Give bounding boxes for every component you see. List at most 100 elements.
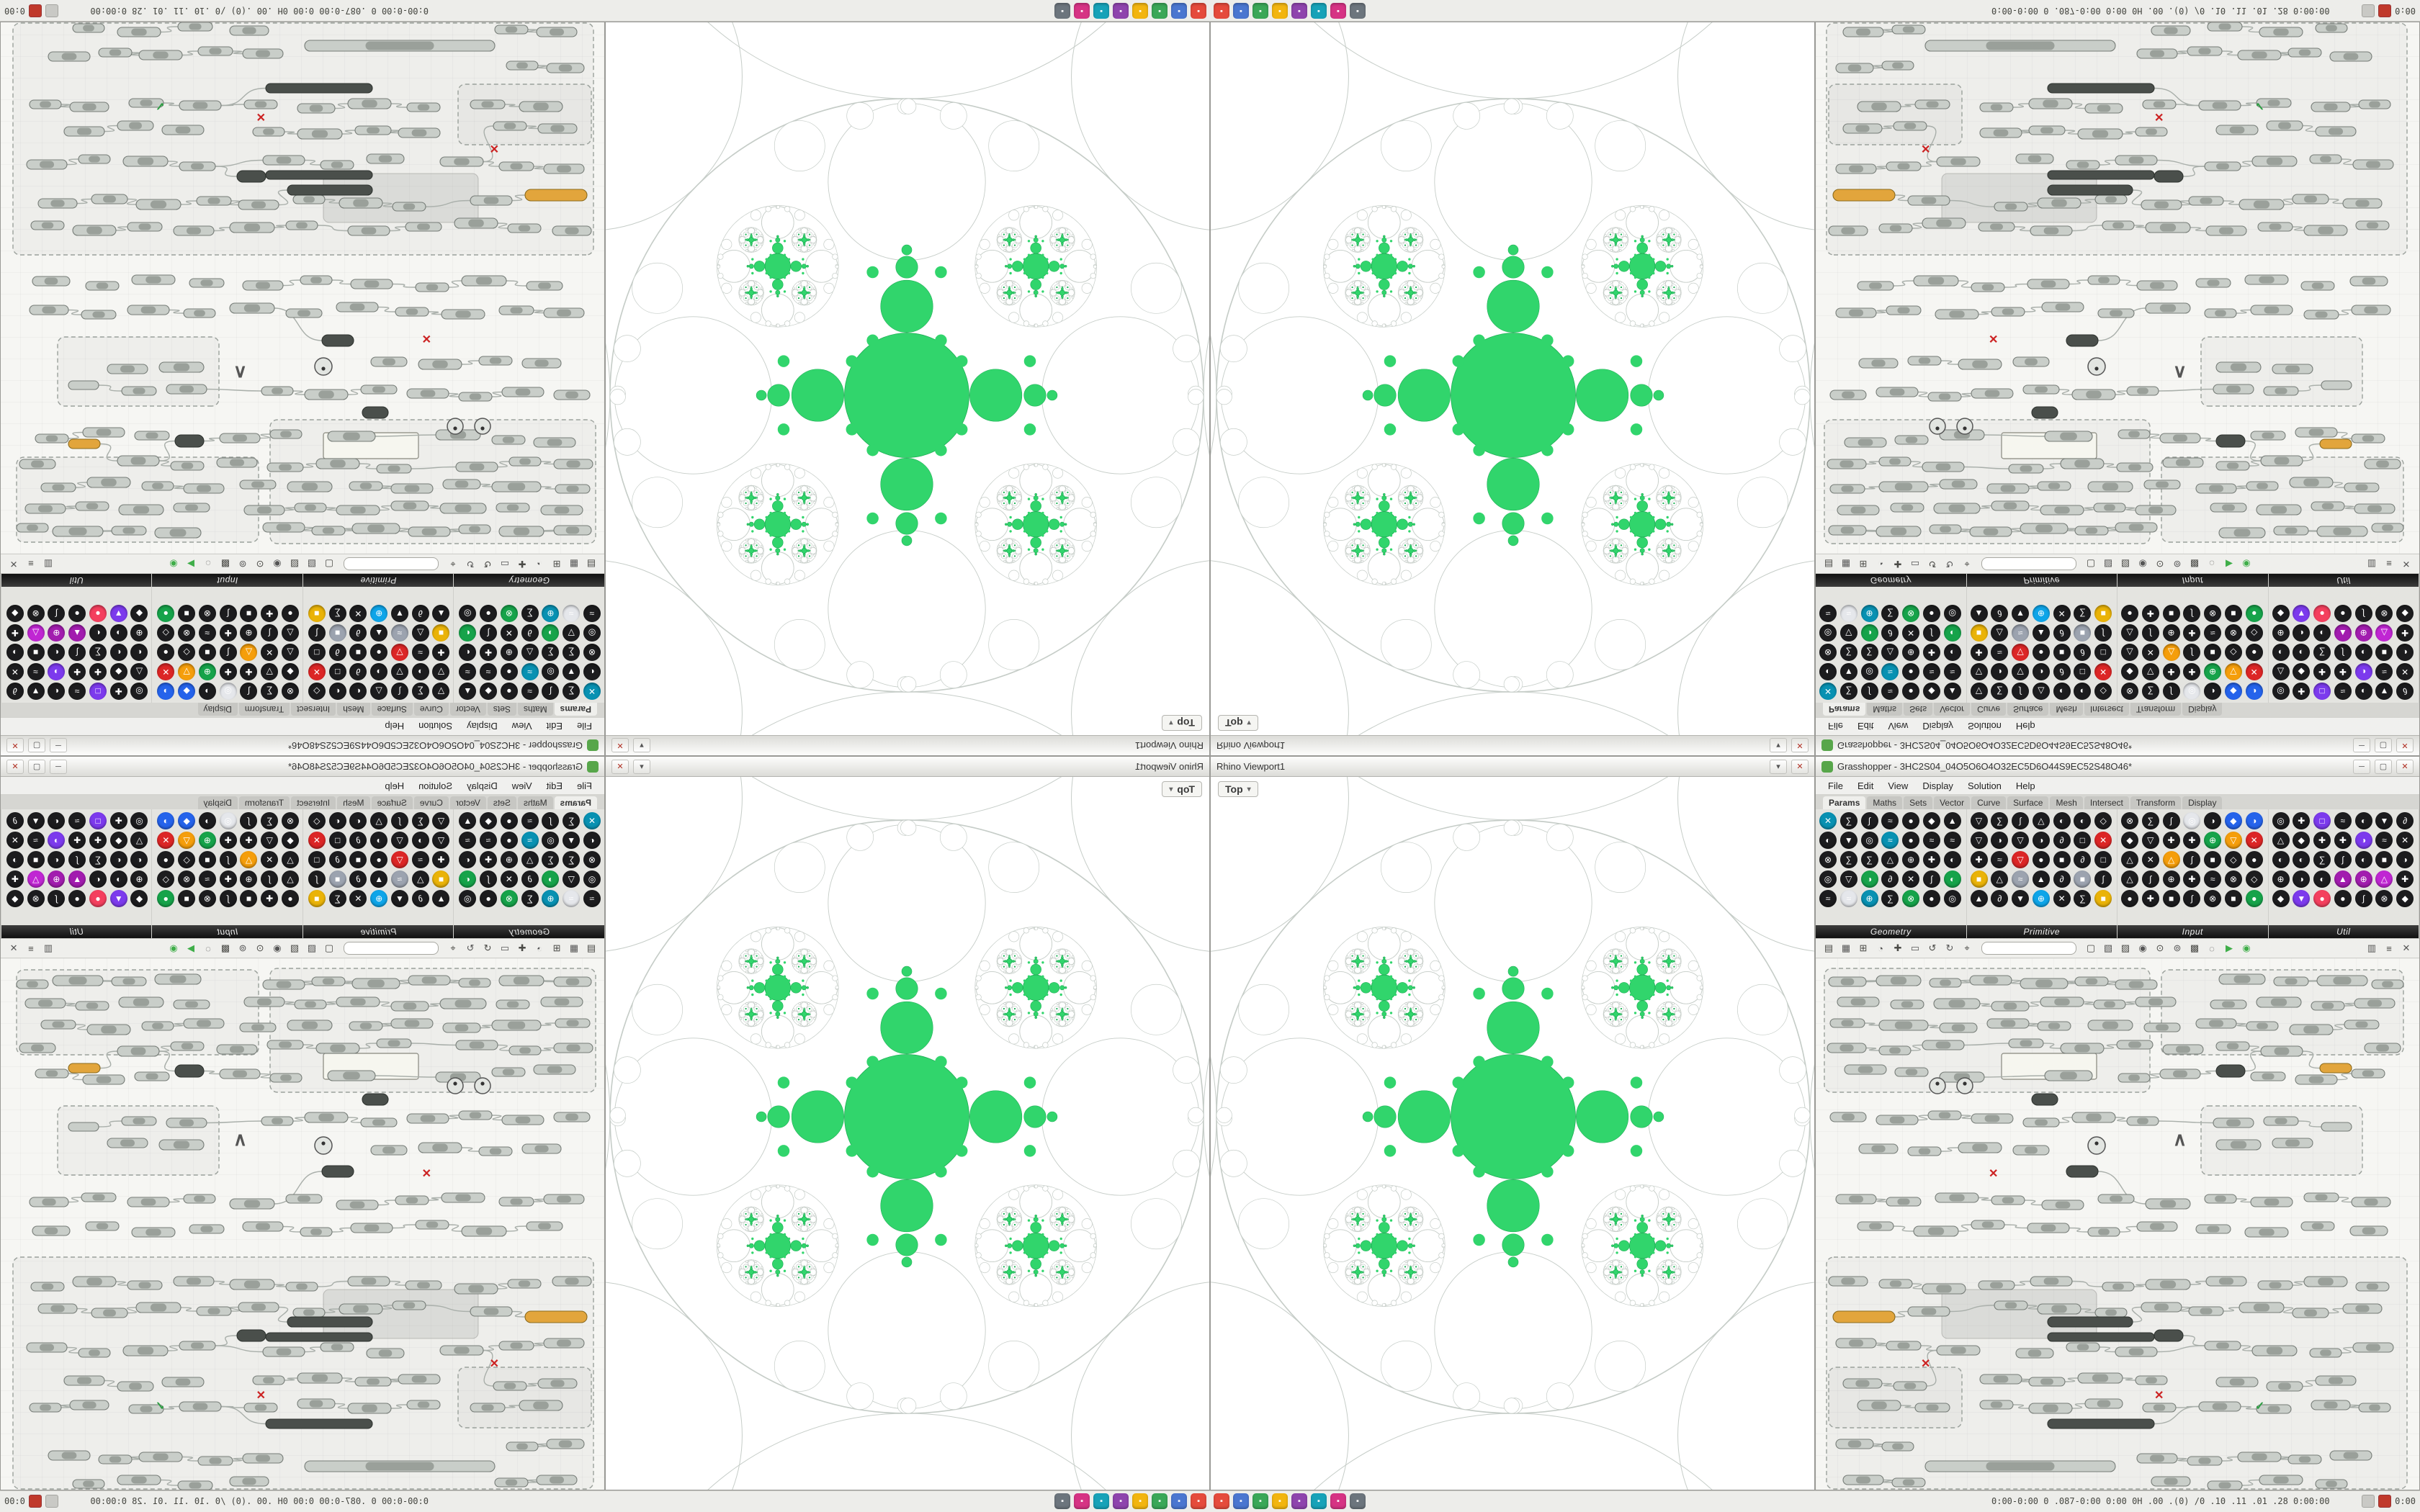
- component-icon[interactable]: ▽: [1839, 870, 1857, 888]
- gh-node-knob[interactable]: [1929, 1077, 1946, 1094]
- gh-node[interactable]: [2041, 1200, 2084, 1210]
- component-icon[interactable]: ◑: [157, 683, 175, 700]
- component-icon[interactable]: ⊕: [500, 644, 518, 661]
- gh-node[interactable]: [2321, 380, 2352, 390]
- component-icon[interactable]: ◆: [6, 605, 24, 622]
- gh-node[interactable]: [498, 526, 544, 537]
- gh-node[interactable]: [2210, 999, 2247, 1009]
- gh-node[interactable]: [2187, 1456, 2223, 1466]
- gh-node[interactable]: [2145, 302, 2191, 314]
- gh-node[interactable]: [131, 1227, 176, 1238]
- component-icon[interactable]: ●: [2245, 605, 2263, 622]
- gh-node[interactable]: [1881, 1441, 1914, 1452]
- component-icon[interactable]: ▲: [68, 624, 86, 642]
- component-icon[interactable]: ∑: [1839, 644, 1857, 661]
- gh-node[interactable]: [1979, 1374, 2022, 1385]
- gh-node[interactable]: [2162, 1044, 2204, 1055]
- gh-node[interactable]: [117, 120, 154, 131]
- component-icon[interactable]: ▽: [390, 851, 408, 868]
- gh-node[interactable]: [236, 1329, 266, 1342]
- component-icon[interactable]: ◑: [1860, 624, 1878, 642]
- gh-node[interactable]: [1829, 484, 1865, 494]
- component-icon[interactable]: ∂: [2074, 644, 2092, 661]
- taskbar-app-blue[interactable]: ▪: [1171, 3, 1187, 19]
- component-icon[interactable]: ◆: [2224, 812, 2242, 829]
- component-icon[interactable]: ⊗: [583, 851, 601, 868]
- gh-node[interactable]: [1969, 975, 2012, 986]
- gh-node[interactable]: [370, 1145, 408, 1156]
- gh-node[interactable]: [2116, 462, 2154, 472]
- gh-node[interactable]: [2159, 1068, 2201, 1079]
- component-icon[interactable]: ◐: [349, 812, 367, 829]
- gh-node[interactable]: [405, 1280, 442, 1290]
- gh-node[interactable]: [81, 310, 117, 320]
- gh-node[interactable]: [2295, 1074, 2338, 1085]
- maximize-button[interactable]: ▢: [2375, 759, 2392, 774]
- viewport-canvas[interactable]: Top ▾: [1211, 777, 1814, 1490]
- gh-node[interactable]: [536, 1475, 578, 1485]
- toolbar-icon[interactable]: ✕: [9, 559, 18, 570]
- component-icon[interactable]: ◐: [2074, 812, 2092, 829]
- tab-curve[interactable]: Curve: [413, 796, 449, 809]
- gh-node[interactable]: [2047, 184, 2133, 196]
- gh-node[interactable]: [406, 1113, 449, 1124]
- taskbar-app-purple[interactable]: ▪: [1291, 1493, 1307, 1509]
- toolbar-icon[interactable]: ≡: [28, 558, 34, 570]
- grasshopper-titlebar[interactable]: Grasshopper - 3HC2S04_04O5O6O4O32EC5D6O4…: [1, 735, 604, 755]
- component-icon[interactable]: ◆: [178, 683, 196, 700]
- gh-node[interactable]: [1876, 1115, 1919, 1125]
- component-icon[interactable]: ●: [2245, 851, 2263, 868]
- gh-node[interactable]: [2136, 1453, 2178, 1464]
- component-icon[interactable]: ▽: [432, 663, 450, 680]
- component-icon[interactable]: ◑: [2204, 812, 2222, 829]
- gh-node[interactable]: [1878, 1279, 1913, 1289]
- component-icon[interactable]: ∫: [68, 851, 86, 868]
- component-icon[interactable]: ◐: [328, 683, 346, 700]
- gh-node[interactable]: [2094, 194, 2128, 204]
- gh-node[interactable]: [98, 48, 133, 58]
- gh-node[interactable]: [72, 23, 105, 33]
- component-icon[interactable]: ✚: [2396, 870, 2414, 888]
- component-icon[interactable]: ■: [178, 605, 196, 622]
- gh-node[interactable]: [2037, 481, 2071, 491]
- component-icon[interactable]: ◑: [109, 870, 127, 888]
- gh-node[interactable]: [173, 1276, 215, 1287]
- gh-node[interactable]: [2316, 975, 2368, 986]
- gh-node[interactable]: [24, 998, 66, 1009]
- gh-node[interactable]: [1979, 127, 2022, 138]
- gh-node[interactable]: [138, 1452, 183, 1462]
- gh-node[interactable]: [170, 1041, 205, 1051]
- gh-node[interactable]: [1835, 163, 1877, 174]
- component-icon[interactable]: ●: [157, 605, 175, 622]
- gh-node[interactable]: [2215, 361, 2262, 373]
- component-icon[interactable]: ●: [370, 851, 388, 868]
- viewport-view-selector[interactable]: Top ▾: [1218, 781, 1258, 797]
- component-icon[interactable]: ▲: [1943, 683, 1961, 700]
- gh-node-knob[interactable]: [447, 1077, 464, 1094]
- component-icon[interactable]: ■: [2094, 605, 2112, 622]
- gh-node[interactable]: [418, 359, 462, 370]
- component-icon[interactable]: ▼: [563, 832, 581, 849]
- menu-edit[interactable]: Edit: [1857, 780, 1874, 791]
- gh-node[interactable]: [455, 462, 498, 472]
- component-icon[interactable]: ◐: [583, 832, 601, 849]
- component-icon[interactable]: ■: [2204, 851, 2222, 868]
- gh-node[interactable]: [2358, 1403, 2391, 1413]
- component-icon[interactable]: ⊗: [1902, 890, 1920, 907]
- gh-node[interactable]: [2195, 483, 2237, 494]
- component-icon[interactable]: ≈: [411, 644, 429, 661]
- component-icon[interactable]: ∑: [521, 890, 539, 907]
- component-icon[interactable]: ✕: [2141, 644, 2159, 661]
- component-icon[interactable]: □: [2094, 644, 2112, 661]
- gh-node[interactable]: [470, 1306, 513, 1317]
- gh-node[interactable]: [2028, 1403, 2073, 1414]
- gh-node[interactable]: [26, 1342, 68, 1353]
- component-icon[interactable]: ▼: [1839, 832, 1857, 849]
- gh-node[interactable]: [501, 1115, 544, 1125]
- component-icon[interactable]: ◆: [2396, 605, 2414, 622]
- component-icon[interactable]: ≈: [1881, 812, 1899, 829]
- gh-node[interactable]: [174, 1064, 205, 1078]
- component-icon[interactable]: ◑: [370, 832, 388, 849]
- gh-node[interactable]: [2187, 46, 2223, 56]
- component-icon[interactable]: ✕: [2396, 832, 2414, 849]
